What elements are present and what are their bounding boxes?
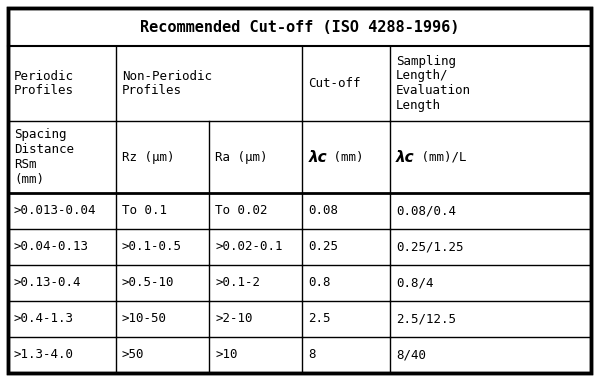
Text: Sampling
Length/
Evaluation
Length: Sampling Length/ Evaluation Length bbox=[396, 54, 471, 112]
Text: >0.1-0.5: >0.1-0.5 bbox=[122, 240, 182, 253]
Text: λc: λc bbox=[396, 149, 415, 165]
Text: Ra (μm): Ra (μm) bbox=[215, 150, 268, 163]
Text: >0.04-0.13: >0.04-0.13 bbox=[14, 240, 89, 253]
Text: 0.25/1.25: 0.25/1.25 bbox=[396, 240, 464, 253]
Text: 0.08: 0.08 bbox=[308, 205, 338, 218]
Text: (mm)/L: (mm)/L bbox=[414, 150, 467, 163]
Text: >0.5-10: >0.5-10 bbox=[122, 277, 174, 290]
Text: >0.13-0.4: >0.13-0.4 bbox=[14, 277, 81, 290]
Text: λc: λc bbox=[308, 149, 327, 165]
Text: >0.4-1.3: >0.4-1.3 bbox=[14, 312, 74, 325]
Text: 2.5: 2.5 bbox=[308, 312, 331, 325]
Text: 8/40: 8/40 bbox=[396, 349, 426, 362]
Text: Rz (μm): Rz (μm) bbox=[122, 150, 174, 163]
Text: 0.8: 0.8 bbox=[308, 277, 331, 290]
Text: 8: 8 bbox=[308, 349, 316, 362]
Text: 0.25: 0.25 bbox=[308, 240, 338, 253]
Text: >2-10: >2-10 bbox=[215, 312, 253, 325]
Text: Periodic
Profiles: Periodic Profiles bbox=[14, 69, 74, 98]
Text: >0.02-0.1: >0.02-0.1 bbox=[215, 240, 283, 253]
Text: To 0.02: To 0.02 bbox=[215, 205, 268, 218]
Text: To 0.1: To 0.1 bbox=[122, 205, 167, 218]
Text: >10-50: >10-50 bbox=[122, 312, 167, 325]
Text: >1.3-4.0: >1.3-4.0 bbox=[14, 349, 74, 362]
Text: Spacing
Distance
RSm
(mm): Spacing Distance RSm (mm) bbox=[14, 128, 74, 186]
Text: Non-Periodic
Profiles: Non-Periodic Profiles bbox=[122, 69, 212, 98]
Text: 2.5/12.5: 2.5/12.5 bbox=[396, 312, 456, 325]
Text: >0.1-2: >0.1-2 bbox=[215, 277, 260, 290]
Text: 0.8/4: 0.8/4 bbox=[396, 277, 433, 290]
Text: >10: >10 bbox=[215, 349, 238, 362]
Text: (mm): (mm) bbox=[326, 150, 364, 163]
Text: Cut-off: Cut-off bbox=[308, 77, 361, 90]
Text: >0.013-0.04: >0.013-0.04 bbox=[14, 205, 96, 218]
Text: >50: >50 bbox=[122, 349, 144, 362]
Text: 0.08/0.4: 0.08/0.4 bbox=[396, 205, 456, 218]
Text: Recommended Cut-off (ISO 4288-1996): Recommended Cut-off (ISO 4288-1996) bbox=[140, 19, 459, 35]
